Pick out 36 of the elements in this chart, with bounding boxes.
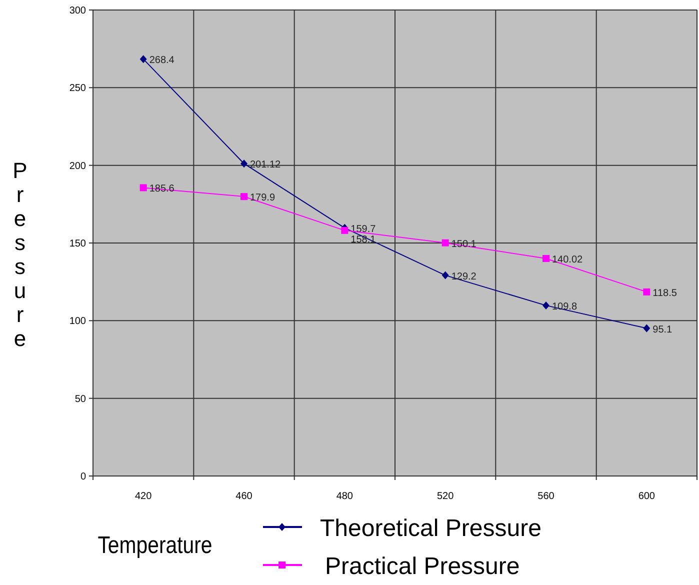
point (140, 55, 147, 64)
data-label: 129.2 (451, 271, 477, 282)
point (240, 160, 248, 168)
legend-label: Practical Pressure (325, 553, 520, 580)
data-label: 268.4 (149, 55, 175, 66)
x-tick-label: 460 (236, 491, 253, 502)
x-tick-label: 480 (336, 491, 354, 502)
y-tick-label: 50 (74, 394, 86, 405)
y-tick-label: 0 (80, 472, 86, 482)
point (140, 184, 147, 192)
y-axis-title: Pressure (12, 158, 28, 351)
point (240, 193, 248, 200)
point (341, 226, 348, 234)
point (442, 271, 449, 280)
data-label: 179.9 (250, 192, 276, 204)
x-tick-label: 600 (638, 491, 656, 502)
y-tick-label: 300 (69, 6, 86, 16)
x-tick-label: 420 (134, 491, 152, 502)
data-label: 159.7 (350, 224, 376, 235)
point (542, 301, 550, 310)
point (643, 324, 650, 332)
point (542, 255, 550, 262)
data-label: 95.1 (652, 324, 673, 336)
data-label: 140.02 (552, 254, 584, 266)
x-axis-title: Temperature (98, 531, 212, 558)
x-tick-label: 560 (538, 491, 555, 502)
y-tick-label: 150 (69, 238, 86, 250)
point (442, 239, 449, 246)
x-tick-label: 520 (436, 491, 454, 502)
y-tick-label: 200 (69, 160, 86, 172)
data-label: 118.5 (652, 288, 678, 299)
y-tick-label: 250 (69, 83, 86, 94)
point (643, 288, 650, 296)
legend-label: Theoretical Pressure (320, 515, 542, 542)
data-label: 109.8 (552, 301, 578, 312)
y-tick-label: 100 (69, 316, 86, 328)
